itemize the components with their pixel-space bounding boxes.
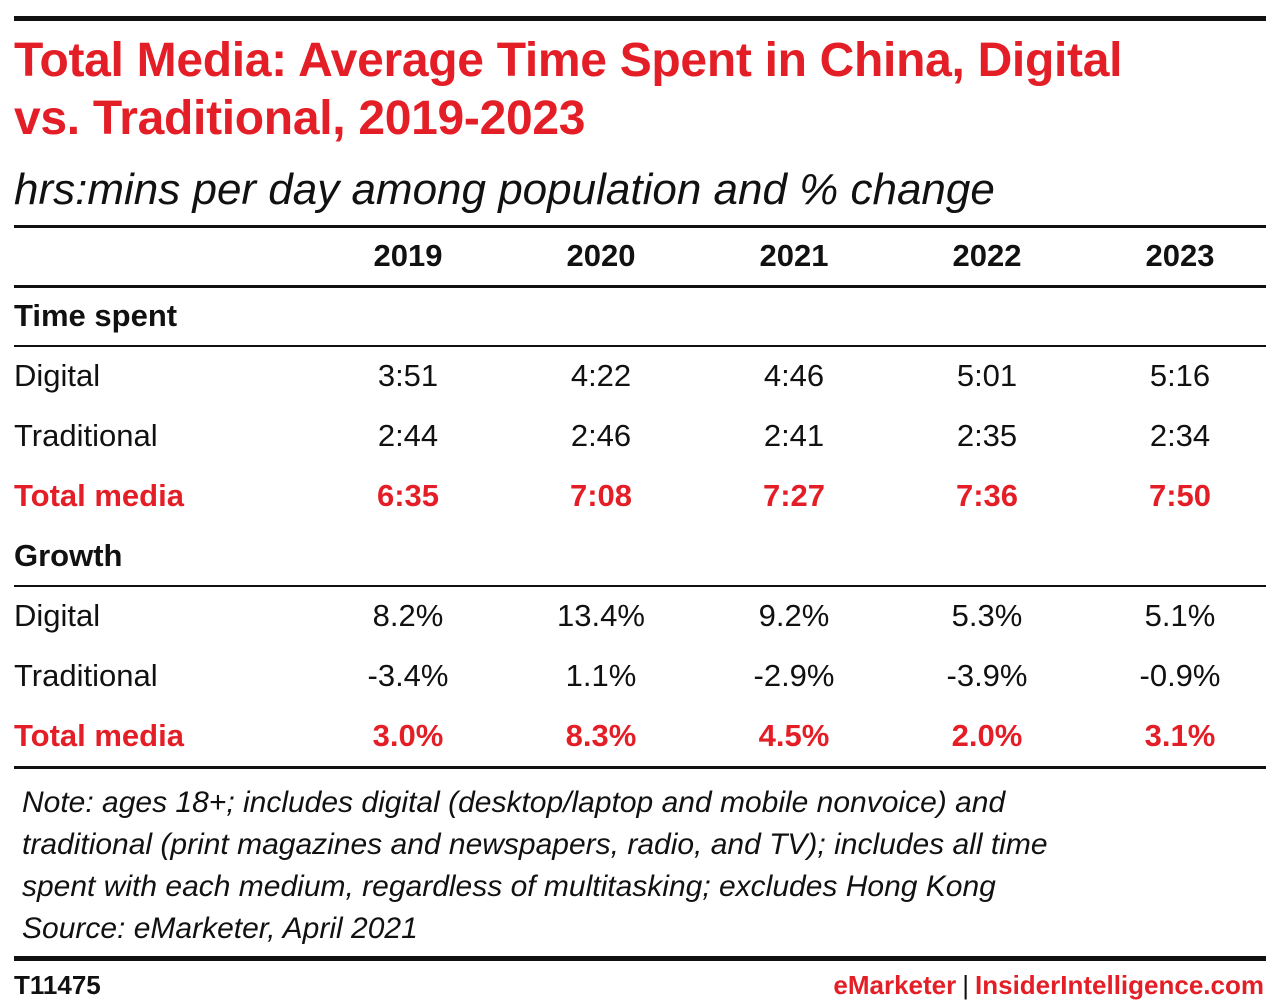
chart-id: T11475 [14,970,101,1000]
table-cell: 3.1% [1144,718,1216,753]
table-cell: -2.9% [753,658,835,693]
table-cell: 7:08 [569,478,633,513]
table-cell: 5.1% [1144,598,1216,633]
chart-title: Total Media: Average Time Spent in China… [14,32,1266,148]
table-cell: 2:41 [763,418,825,453]
top-rule [14,16,1266,21]
table-cell: 6:35 [376,478,440,513]
note-line: Note: ages 18+; includes digital (deskto… [22,786,1006,819]
table-rule [14,585,1266,587]
title-line-2: vs. Traditional, 2019-2023 [14,92,586,145]
table-cell: -3.9% [946,658,1028,693]
table-cell: 13.4% [557,598,645,633]
table-rule [14,766,1266,769]
column-header-2023: 2023 [1145,238,1215,273]
table-cell: 2.0% [951,718,1023,753]
table-cell: 9.2% [758,598,830,633]
table-cell: 4.5% [758,718,830,753]
bottom-rule [14,956,1266,961]
table-cell: 8.3% [565,718,637,753]
title-line-1: Total Media: Average Time Spent in China… [14,34,1123,87]
brand-emarketer: eMarketer [833,970,957,1000]
section-header: Growth [14,538,123,573]
table-cell: 3:51 [377,358,439,393]
section-header: Time spent [14,298,178,333]
brand-insider-intelligence: InsiderIntelligence.com [975,970,1264,1000]
table-cell: -0.9% [1139,658,1221,693]
row-label: Traditional [14,418,158,453]
table-rule [14,285,1266,288]
table-cell: 7:27 [762,478,826,513]
row-label: Digital [14,598,101,633]
row-label: Total media [14,478,184,513]
table-cell: 8.2% [372,598,444,633]
table-rule [14,345,1266,347]
column-header-2019: 2019 [373,238,443,273]
table-cell: 3.0% [372,718,444,753]
table-cell: 7:36 [955,478,1019,513]
brand-separator: | [962,970,970,1000]
table-cell: 5:01 [956,358,1018,393]
table-cell: 7:50 [1148,478,1212,513]
table-cell: 2:34 [1149,418,1211,453]
table-cell: 2:35 [956,418,1018,453]
note-line: spent with each medium, regardless of mu… [22,870,996,903]
row-label: Total media [14,718,184,753]
row-label: Digital [14,358,101,393]
table-cell: -3.4% [367,658,449,693]
source-line: Source: eMarketer, April 2021 [22,912,418,945]
table-cell: 1.1% [565,658,637,693]
table-cell: 2:46 [570,418,632,453]
table-rule [14,225,1266,228]
table-cell: 5:16 [1149,358,1211,393]
chart-note: Note: ages 18+; includes digital (deskto… [22,782,1262,950]
note-line: traditional (print magazines and newspap… [22,828,1048,861]
table-cell: 4:46 [763,358,825,393]
table-cell: 2:44 [377,418,439,453]
column-header-2022: 2022 [952,238,1022,273]
brand-footer: eMarketer | InsiderIntelligence.com [833,968,1264,1002]
table-cell: 4:22 [570,358,632,393]
table-cell: 5.3% [951,598,1023,633]
chart-subtitle: hrs:mins per day among population and % … [14,165,995,214]
column-header-2021: 2021 [759,238,829,273]
row-label: Traditional [14,658,158,693]
column-header-2020: 2020 [566,238,636,273]
